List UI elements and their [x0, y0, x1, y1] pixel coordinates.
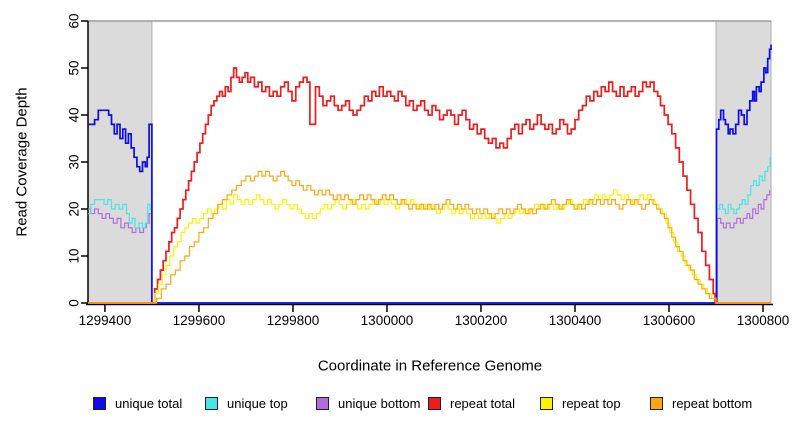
y-tick-label: 30 — [67, 154, 82, 169]
x-tick-label: 1300200 — [455, 313, 508, 328]
legend-swatch-icon — [93, 397, 106, 410]
legend-label: unique bottom — [338, 396, 421, 411]
y-tick-label: 10 — [67, 248, 82, 263]
legend-label: repeat total — [450, 396, 516, 411]
series-line-unique-total — [88, 44, 772, 304]
legend-item-unique-top: unique top — [205, 396, 288, 411]
series-line-repeat-total — [88, 67, 771, 304]
legend-label: unique top — [227, 396, 288, 411]
x-axis-title: Coordinate in Reference Genome — [317, 357, 543, 375]
shaded-region-right — [715, 20, 772, 304]
x-tick-label: 1300400 — [549, 313, 602, 328]
legend-label: repeat top — [562, 396, 621, 411]
legend-item-unique-bottom: unique bottom — [316, 396, 420, 411]
series-line-repeat-bottom — [88, 170, 771, 304]
legend-label: unique total — [115, 396, 183, 411]
legend-item-unique-total: unique total — [93, 396, 182, 411]
legend-swatch-icon — [316, 397, 329, 410]
shaded-region-left — [87, 20, 153, 304]
x-tick-label: 1299600 — [173, 313, 226, 328]
series-line-unique-top — [88, 157, 771, 304]
legend-swatch-icon — [540, 397, 553, 410]
legend-item-repeat-bottom: repeat bottom — [650, 396, 752, 411]
x-tick-label: 1299400 — [79, 313, 132, 328]
y-tick-label: 0 — [67, 299, 82, 307]
x-tick-label: 1299800 — [267, 313, 320, 328]
y-tick-label: 40 — [67, 107, 82, 122]
x-tick-label: 1300600 — [643, 313, 696, 328]
y-tick-label: 50 — [67, 60, 82, 75]
x-tick-label: 1300800 — [737, 313, 790, 328]
legend-swatch-icon — [205, 397, 218, 410]
legend-swatch-icon — [650, 397, 663, 410]
legend-item-repeat-total: repeat total — [428, 396, 515, 411]
legend-label: repeat bottom — [672, 396, 753, 411]
y-tick-label: 60 — [67, 13, 82, 28]
legend-item-repeat-top: repeat top — [540, 396, 621, 411]
y-axis-title: Read Coverage Depth — [13, 87, 31, 237]
x-tick-label: 1300000 — [361, 313, 414, 328]
y-tick-label: 20 — [67, 201, 82, 216]
legend-swatch-icon — [428, 397, 441, 410]
